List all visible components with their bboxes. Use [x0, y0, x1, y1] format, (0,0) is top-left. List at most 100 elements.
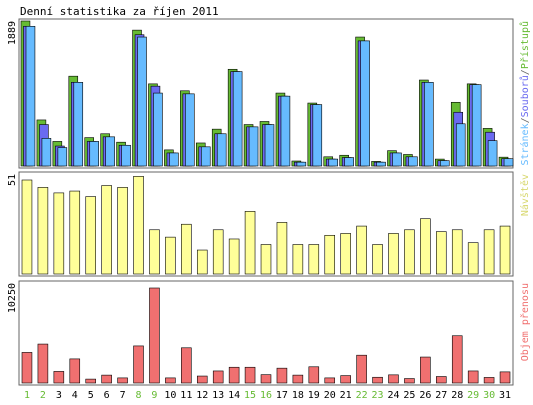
bar-visits-day-2: [37, 187, 49, 275]
bar-str-nek-day-6: [105, 136, 115, 167]
bar-traffic-day-5: [85, 378, 96, 384]
bar-str-nek-day-23: [376, 161, 386, 167]
x-tick-label-day-13: 13: [212, 390, 224, 401]
bar-str-nek-day-26: [424, 82, 434, 167]
bar-visits-day-31: [499, 225, 511, 275]
bar-traffic-day-8: [133, 345, 144, 384]
bar-visits-day-10: [165, 236, 176, 275]
bar-visits-day-14: [228, 238, 240, 275]
x-tick-label-day-20: 20: [324, 390, 336, 401]
x-tick-label-day-14: 14: [228, 390, 240, 401]
bar-traffic-day-26: [420, 356, 431, 384]
bar-traffic-day-13: [212, 370, 224, 384]
bar-visits-day-19: [308, 244, 320, 275]
x-tick-label-day-4: 4: [72, 390, 78, 401]
legend-item: /: [520, 117, 531, 123]
bar-visits-day-1: [21, 179, 33, 275]
x-tick-label-day-2: 2: [40, 390, 46, 401]
bar-visits-day-20: [324, 234, 336, 275]
bars-traffic: [21, 287, 511, 384]
bar-visits-day-4: [69, 190, 81, 275]
bar-traffic-day-1: [21, 352, 33, 384]
bar-str-nek-day-29: [471, 84, 482, 167]
legend-item: Návštěv: [519, 174, 531, 216]
x-axis-labels: 1 2 3 4 5 6 7 8 9 10 11 12 13 14 15 16 17 18 19 20 21 22 23 24 2…: [24, 390, 511, 401]
bar-visits-day-26: [420, 218, 431, 275]
bar-str-nek-day-17: [280, 95, 291, 167]
bar-visits-day-17: [276, 222, 288, 275]
bar-visits-day-29: [467, 242, 479, 275]
bar-str-nek-day-31: [503, 158, 514, 167]
bar-str-nek-day-15: [248, 126, 259, 167]
x-tick-label-day-7: 7: [120, 390, 126, 401]
bar-visits-day-27: [436, 231, 447, 275]
bar-traffic-day-31: [499, 371, 511, 384]
bar-str-nek-day-18: [296, 161, 307, 167]
bar-visits-day-5: [85, 196, 96, 275]
bar-str-nek-day-12: [200, 146, 211, 167]
bar-traffic-day-14: [228, 366, 240, 384]
bar-str-nek-day-24: [392, 152, 402, 167]
x-tick-label-day-27: 27: [435, 390, 447, 401]
bar-str-nek-day-2: [41, 138, 52, 167]
bar-traffic-day-29: [467, 370, 479, 384]
bar-traffic-day-25: [404, 378, 415, 384]
legend-item: /: [520, 69, 531, 75]
panel-frame-visits: [18, 171, 514, 277]
bar-str-nek-day-11: [185, 93, 195, 167]
bar-traffic-day-3: [53, 371, 65, 384]
bar-traffic-day-17: [276, 367, 288, 384]
bar-str-nek-day-4: [73, 82, 84, 167]
x-tick-label-day-22: 22: [356, 390, 368, 401]
x-tick-label-day-26: 26: [419, 390, 431, 401]
bar-traffic-day-21: [340, 375, 351, 384]
legend-item: Stránek: [519, 123, 531, 165]
bars-requests: [20, 20, 514, 167]
bar-str-nek-day-14: [232, 71, 243, 167]
bar-str-nek-day-20: [328, 158, 339, 167]
legend-item: Souborů: [519, 75, 531, 117]
ymax-label-traffic: 10250: [7, 283, 18, 313]
bar-visits-day-15: [244, 211, 256, 275]
legend-requests: Stránek/Souborů/Přístupů: [519, 21, 531, 166]
x-tick-label-day-1: 1: [24, 390, 30, 401]
ymax-label-requests: 1889: [7, 21, 18, 45]
bar-visits-day-21: [340, 233, 351, 275]
bar-visits-day-12: [196, 249, 208, 275]
bar-visits-day-16: [260, 244, 272, 275]
bar-str-nek-day-28: [455, 123, 466, 167]
x-tick-label-day-12: 12: [196, 390, 208, 401]
legend-visits: Návštěv: [519, 174, 531, 216]
bar-str-nek-day-8: [137, 36, 147, 167]
bar-visits-day-18: [292, 244, 304, 275]
bar-traffic-day-23: [372, 376, 383, 384]
legend-item: Objem přenosu: [519, 283, 531, 361]
bar-traffic-day-6: [101, 374, 112, 384]
bar-traffic-day-16: [260, 374, 272, 384]
bar-visits-day-28: [451, 229, 463, 275]
bar-visits-day-8: [133, 176, 144, 275]
bar-traffic-day-18: [292, 374, 304, 384]
bar-traffic-day-2: [37, 343, 49, 384]
x-tick-label-day-6: 6: [104, 390, 110, 401]
bar-traffic-day-22: [356, 354, 367, 384]
bar-visits-day-3: [53, 192, 65, 275]
panel-traffic: 10250 Objem přenosu: [7, 280, 531, 386]
bar-str-nek-day-10: [169, 152, 179, 167]
bar-traffic-day-24: [388, 374, 399, 384]
bar-str-nek-day-1: [25, 25, 36, 167]
chart-title: Denní statistika za říjen 2011: [20, 5, 219, 18]
bar-str-nek-day-3: [57, 147, 68, 167]
bar-traffic-day-4: [69, 358, 81, 384]
panel-requests: 1889 Stránek/Souborů/Přístupů: [7, 18, 531, 169]
bar-visits-day-6: [101, 185, 112, 275]
x-tick-label-day-29: 29: [467, 390, 479, 401]
bar-str-nek-day-21: [344, 157, 354, 167]
bar-visits-day-24: [388, 233, 399, 275]
x-tick-label-day-18: 18: [292, 390, 304, 401]
bar-visits-day-11: [181, 223, 192, 275]
x-tick-label-day-10: 10: [164, 390, 176, 401]
bar-visits-day-22: [356, 225, 367, 275]
x-tick-label-day-17: 17: [276, 390, 288, 401]
